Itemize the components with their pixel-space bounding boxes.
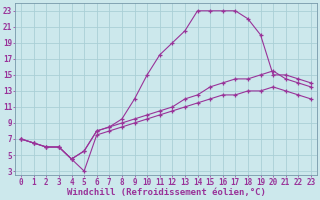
X-axis label: Windchill (Refroidissement éolien,°C): Windchill (Refroidissement éolien,°C)	[67, 188, 266, 197]
